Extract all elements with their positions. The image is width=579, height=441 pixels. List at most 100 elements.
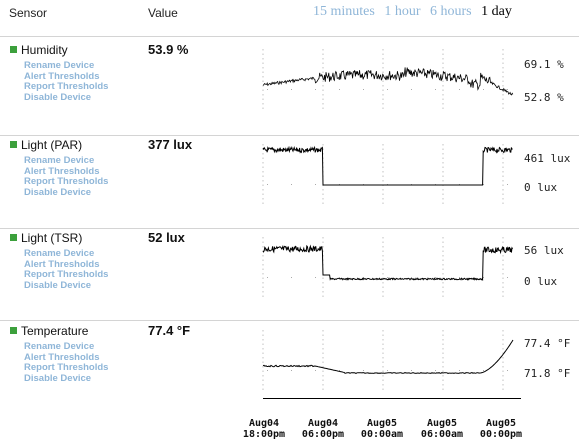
- x-tick-label: Aug05 00:00pm: [479, 418, 523, 440]
- time-range-selector: 15 minutes 1 hour 6 hours 1 day: [313, 4, 518, 20]
- range-1-day[interactable]: 1 day: [481, 4, 512, 19]
- grid-dot: [507, 89, 508, 90]
- sensor-name[interactable]: Temperature: [10, 324, 88, 338]
- sensor-row-light-par: Light (PAR) 377 lux Rename Device Alert …: [0, 136, 579, 229]
- sensor-value: 52 lux: [148, 230, 185, 245]
- grid-dot: [291, 370, 292, 371]
- grid-dot: [339, 370, 340, 371]
- alert-thresholds-link[interactable]: Alert Thresholds: [24, 70, 100, 82]
- rename-device-link[interactable]: Rename Device: [24, 341, 95, 352]
- status-indicator-icon: [10, 46, 17, 53]
- grid-dot: [267, 370, 268, 371]
- grid-dot: [267, 184, 268, 185]
- grid-dot: [363, 89, 364, 90]
- grid-dot: [291, 277, 292, 278]
- grid-dot: [315, 277, 316, 278]
- light-tsr-sparkline: [262, 237, 514, 297]
- sensor-value: 77.4 °F: [148, 323, 191, 338]
- status-indicator-icon: [10, 141, 17, 148]
- grid-dot: [339, 277, 340, 278]
- sensor-name-label: Light (TSR): [21, 231, 83, 245]
- report-thresholds-link[interactable]: Report Thresholds: [24, 176, 109, 187]
- y-min-label: 0 lux: [524, 275, 558, 288]
- grid-dot: [315, 89, 316, 90]
- disable-device-link[interactable]: Disable Device: [24, 186, 92, 198]
- y-max-label: 77.4 °F: [524, 337, 571, 350]
- grid-dot: [459, 277, 460, 278]
- y-max-label: 56 lux: [524, 244, 564, 257]
- rename-device-link[interactable]: Rename Device: [24, 248, 95, 259]
- grid-dot: [507, 277, 508, 278]
- range-6-hours[interactable]: 6 hours: [430, 4, 472, 19]
- sensor-name-label: Light (PAR): [21, 138, 83, 152]
- rename-device-link[interactable]: Rename Device: [24, 60, 95, 71]
- value-column-header: Value: [148, 6, 178, 20]
- sensor-name[interactable]: Light (TSR): [10, 231, 82, 245]
- grid-dot: [363, 277, 364, 278]
- status-indicator-icon: [10, 327, 17, 334]
- device-actions: Rename Device Alert Thresholds Report Th…: [24, 60, 109, 103]
- grid-dot: [291, 89, 292, 90]
- row-divider: [0, 228, 579, 229]
- sensor-value: 53.9 %: [148, 42, 189, 57]
- range-1-hour[interactable]: 1 hour: [384, 4, 421, 19]
- x-tick-label: Aug04 18:00pm: [242, 418, 286, 440]
- row-divider: [0, 135, 579, 136]
- disable-device-link[interactable]: Disable Device: [24, 279, 92, 291]
- table-header: Sensor Value 15 minutes 1 hour 6 hours 1…: [0, 0, 579, 24]
- sensor-name[interactable]: Light (PAR): [10, 138, 82, 152]
- grid-dot: [507, 370, 508, 371]
- grid-dot: [315, 370, 316, 371]
- grid-dot: [483, 370, 484, 371]
- sensor-row-humidity: Humidity 53.9 % Rename Device Alert Thre…: [0, 41, 579, 134]
- device-actions: Rename Device Alert Thresholds Report Th…: [24, 341, 109, 384]
- y-max-label: 461 lux: [524, 152, 571, 165]
- alert-thresholds-link[interactable]: Alert Thresholds: [24, 351, 100, 363]
- grid-dot: [387, 370, 388, 371]
- grid-dot: [339, 89, 340, 90]
- grid-dot: [291, 184, 292, 185]
- sensor-column-header: Sensor: [9, 6, 48, 20]
- y-min-label: 71.8 °F: [524, 367, 571, 380]
- sensor-row-light-tsr: Light (TSR) 52 lux Rename Device Alert T…: [0, 229, 579, 322]
- grid-dot: [483, 277, 484, 278]
- grid-dot: [387, 89, 388, 90]
- sensor-name[interactable]: Humidity: [10, 43, 68, 57]
- x-tick-label: Aug05 06:00am: [420, 418, 464, 440]
- x-axis-line: [263, 398, 521, 399]
- disable-device-link[interactable]: Disable Device: [24, 91, 92, 103]
- y-min-label: 52.8 %: [524, 91, 564, 104]
- grid-dot: [411, 89, 412, 90]
- time-axis-labels: Aug04 18:00pm Aug04 06:00pm Aug05 00:00am A…: [0, 418, 579, 441]
- sensor-value: 377 lux: [148, 137, 193, 152]
- alert-thresholds-link[interactable]: Alert Thresholds: [24, 258, 100, 270]
- alert-thresholds-link[interactable]: Alert Thresholds: [24, 165, 100, 177]
- sensor-name-label: Temperature: [21, 324, 89, 338]
- humidity-sparkline: [262, 49, 514, 109]
- disable-device-link[interactable]: Disable Device: [24, 372, 92, 384]
- grid-dot: [483, 89, 484, 90]
- row-divider: [0, 320, 579, 321]
- status-indicator-icon: [10, 234, 17, 241]
- grid-dot: [435, 370, 436, 371]
- series-line: [262, 67, 514, 96]
- time-axis: [0, 398, 579, 441]
- range-15-minutes[interactable]: 15 minutes: [313, 4, 375, 19]
- grid-dot: [411, 370, 412, 371]
- device-actions: Rename Device Alert Thresholds Report Th…: [24, 248, 109, 291]
- device-actions: Rename Device Alert Thresholds Report Th…: [24, 155, 109, 198]
- grid-dot: [363, 370, 364, 371]
- report-thresholds-link[interactable]: Report Thresholds: [24, 81, 109, 92]
- sensor-row-temperature: Temperature 77.4 °F Rename Device Alert …: [0, 322, 579, 415]
- grid-dot: [435, 89, 436, 90]
- rename-device-link[interactable]: Rename Device: [24, 155, 95, 166]
- header-divider: [0, 36, 579, 37]
- grid-dot: [315, 184, 316, 185]
- grid-dot: [267, 89, 268, 90]
- sensor-name-label: Humidity: [21, 43, 68, 57]
- series-line: [262, 244, 514, 282]
- temperature-sparkline: [262, 330, 514, 390]
- report-thresholds-link[interactable]: Report Thresholds: [24, 269, 109, 280]
- report-thresholds-link[interactable]: Report Thresholds: [24, 362, 109, 373]
- x-tick-label: Aug04 06:00pm: [301, 418, 345, 440]
